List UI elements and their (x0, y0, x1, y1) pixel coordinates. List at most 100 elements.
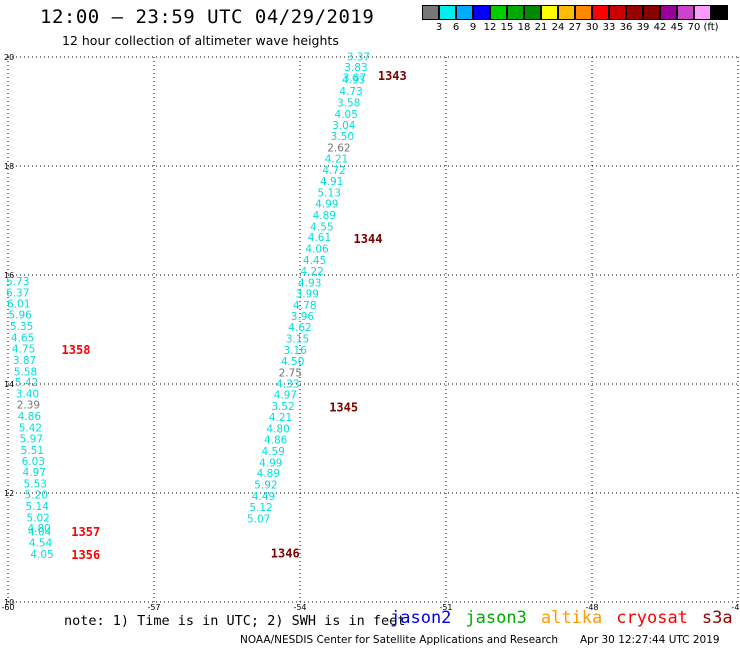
wave-height-label: 3.99 (296, 288, 319, 300)
color-scale-swatch (439, 5, 456, 20)
wave-height-label: 5.58 (14, 366, 37, 378)
pass-time-label: 1356 (71, 548, 100, 562)
generated-timestamp: Apr 30 12:27:44 UTC 2019 (580, 634, 720, 646)
wave-height-label: 4.05 (30, 549, 53, 561)
wave-height-label: 3.40 (16, 389, 39, 401)
wave-height-label: 5.53 (24, 479, 47, 491)
wave-height-label: 4.89 (257, 468, 280, 480)
color-scale-label: 18 (517, 22, 531, 33)
color-scale-label: 9 (469, 22, 477, 33)
color-scale-swatch (490, 5, 507, 20)
color-scale-label: 33 (602, 22, 616, 33)
wave-height-label: 4.97 (274, 390, 297, 402)
x-tick-label: -57 (147, 603, 160, 610)
wave-height-label: 5.42 (15, 377, 38, 389)
wave-height-label: 3.87 (13, 355, 36, 367)
color-scale-label: 3 (435, 22, 443, 33)
wave-height-label: 5.12 (249, 502, 272, 514)
color-scale-label: (ft) (703, 22, 719, 33)
color-scale-swatch (626, 5, 643, 20)
color-scale-swatch (694, 5, 711, 20)
x-tick-label: -48 (585, 603, 598, 610)
color-scale-swatch (456, 5, 473, 20)
wave-height-label: 4.78 (293, 300, 316, 312)
wave-height-label: 4.72 (322, 165, 345, 177)
wave-height-label: 5.96 (8, 310, 32, 322)
wave-height-label: 4.86 (264, 434, 288, 446)
pass-time-label: 1358 (62, 343, 91, 357)
y-tick-label: 20 (4, 53, 14, 62)
wave-height-label: 4.80 (27, 523, 50, 535)
color-scale-label: 12 (483, 22, 497, 33)
wave-height-label: 5.35 (10, 321, 33, 333)
wave-height-label: 4.54 (29, 537, 53, 549)
wave-height-label: 4.59 (262, 446, 285, 458)
wave-height-label: 2.39 (17, 400, 40, 412)
wave-height-label: 4.21 (325, 154, 348, 166)
color-scale-label: 70 (687, 22, 701, 33)
wave-height-label: 4.80 (266, 424, 289, 436)
wave-height-label: 5.51 (21, 445, 44, 457)
color-scale-label: 39 (636, 22, 650, 33)
wave-height-label: 4.50 (281, 356, 304, 368)
wave-height-label: 4.97 (23, 467, 46, 479)
pass-time-label: 1344 (354, 232, 383, 246)
wave-height-label: 4.65 (11, 332, 34, 344)
color-scale-label: 42 (653, 22, 667, 33)
wave-height-label: 5.20 (25, 489, 48, 501)
wave-height-label: 4.93 (342, 75, 365, 87)
wave-height-label: 4.99 (259, 457, 282, 469)
satellite-legend-item: cryosat (616, 608, 688, 628)
color-scale-label: 15 (500, 22, 514, 33)
x-tick-label: -60 (1, 603, 14, 610)
wave-height-label: 5.07 (247, 513, 270, 525)
chart-title: 12:00 – 23:59 UTC 04/29/2019 (40, 6, 375, 28)
wave-height-label: 3.04 (332, 120, 356, 132)
x-tick-label: -54 (293, 603, 306, 610)
wave-height-label: 4.99 (315, 198, 338, 210)
wave-height-label: 4.21 (269, 412, 292, 424)
satellite-legend-item: jason2 (390, 608, 452, 628)
wave-height-label: 4.75 (12, 343, 35, 355)
wave-height-label: 3.37 (347, 51, 370, 63)
wave-height-label: 3.83 (344, 62, 367, 74)
footer-note: note: 1) Time is in UTC; 2) SWH is in fe… (64, 613, 406, 629)
color-scale-label: 36 (619, 22, 633, 33)
wave-height-label: 4.33 (276, 378, 299, 390)
credit-text: NOAA/NESDIS Center for Satellite Applica… (240, 634, 558, 646)
wave-height-label: 4.05 (335, 109, 358, 121)
color-scale-swatch (643, 5, 660, 20)
wave-height-label: 4.91 (320, 176, 343, 188)
color-scale-swatch (609, 5, 626, 20)
wave-height-label: 3.52 (271, 401, 294, 413)
satellite-legend-item: jason3 (465, 608, 527, 628)
wave-height-label: 5.92 (254, 480, 277, 492)
wave-height-label: 3.15 (286, 334, 309, 346)
wave-height-label: 4.22 (300, 266, 323, 278)
wave-height-label: 4.86 (18, 411, 42, 423)
color-scale-swatch (541, 5, 558, 20)
satellite-legend-item: s3a (701, 608, 733, 628)
y-tick-label: 12 (4, 489, 14, 498)
satellite-legend: jason2 jason3 altika cryosat s3a (390, 608, 740, 628)
y-tick-label: 18 (4, 162, 14, 171)
wave-height-label: 4.45 (303, 255, 326, 267)
pass-time-label: 1357 (71, 525, 100, 539)
wave-height-label: 5.97 (20, 433, 43, 445)
y-tick-label: 16 (4, 271, 14, 280)
color-scale-swatch (592, 5, 609, 20)
wave-height-label: 2.75 (279, 367, 302, 379)
wave-height-label: 4.49 (252, 491, 275, 503)
wave-height-label: 4.73 (339, 86, 362, 98)
satellite-legend-item: altika (540, 608, 603, 628)
wave-height-label: 3.50 (331, 131, 354, 143)
wave-height-label: 6.01 (7, 299, 30, 311)
color-scale-label: 24 (551, 22, 565, 33)
color-scale-swatch (660, 5, 677, 20)
wave-height-label: 5.73 (6, 276, 29, 288)
pass-time-label: 1343 (378, 69, 407, 83)
color-scale-swatch (524, 5, 541, 20)
chart-subtitle: 12 hour collection of altimeter wave hei… (62, 33, 339, 48)
color-scale-swatch (422, 5, 439, 20)
wave-height-label: 3.87 (343, 73, 366, 85)
